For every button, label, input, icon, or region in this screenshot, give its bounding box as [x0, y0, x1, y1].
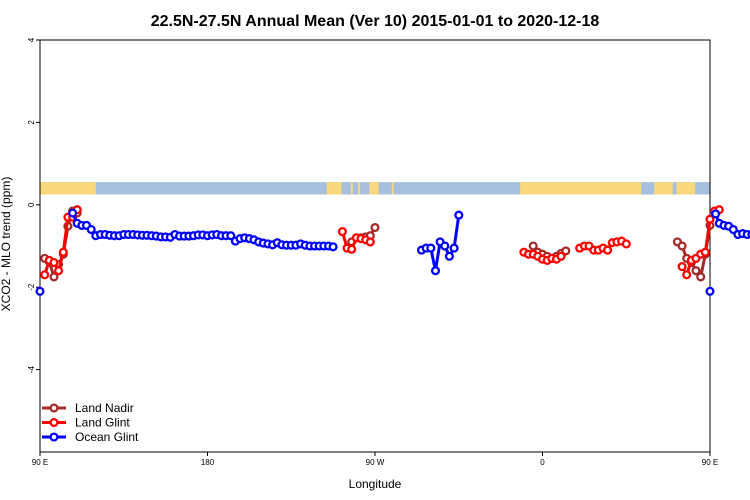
data-point [700, 247, 710, 257]
chart-title: 22.5N-27.5N Annual Mean (Ver 10) 2015-01… [151, 13, 600, 30]
data-point [556, 251, 566, 261]
y-axis: 4 2 0 -2 -4 [27, 37, 40, 373]
series-ocean-glint [35, 208, 750, 296]
data-point [528, 241, 538, 251]
x-tick-label: 90 E [702, 458, 718, 467]
data-point [68, 208, 78, 218]
data-point [454, 210, 464, 220]
legend-label: Ocean Glint [75, 430, 139, 444]
land-band [654, 182, 673, 195]
data-point [440, 241, 450, 251]
legend-label: Land Nadir [75, 401, 134, 415]
data-point [40, 270, 50, 280]
data-point [35, 286, 45, 296]
legend-marker [49, 403, 59, 413]
legend-marker [49, 432, 59, 442]
data-point [328, 242, 338, 252]
data-point [561, 246, 571, 256]
y-tick-label: 2 [27, 120, 36, 125]
land-band [520, 182, 642, 195]
land-band [350, 182, 353, 195]
x-axis-label: Longitude [349, 477, 402, 491]
data-point [86, 224, 96, 235]
y-tick-label: -2 [27, 283, 36, 291]
x-tick-label: 0 [540, 458, 545, 467]
data-point [226, 231, 236, 241]
land-band [326, 182, 342, 195]
data-point [705, 286, 715, 296]
series-layer [35, 205, 750, 296]
y-tick-label: 0 [27, 202, 36, 207]
y-tick-label: -4 [27, 365, 36, 373]
data-point [603, 245, 613, 255]
data-point [49, 272, 59, 282]
land-band [358, 182, 361, 195]
data-point [444, 251, 454, 261]
data-point [682, 270, 692, 280]
data-point [58, 247, 68, 257]
data-point [430, 266, 441, 276]
series-land-glint [40, 205, 724, 280]
land-band [676, 182, 696, 195]
data-point [426, 243, 436, 253]
land-band [369, 182, 379, 195]
data-point [365, 237, 375, 247]
x-tick-label: 180 [201, 458, 215, 467]
data-point [691, 266, 701, 276]
land-ocean-strip [40, 182, 710, 195]
x-tick-label: 90 E [32, 458, 48, 467]
land-band [40, 182, 96, 195]
land-band [391, 182, 394, 195]
data-point [711, 209, 721, 219]
y-axis-label: XCO2 - MLO trend (ppm) [0, 177, 13, 312]
legend-marker [49, 417, 59, 428]
legend-label: Land Glint [75, 416, 130, 430]
data-point [337, 227, 347, 237]
y-tick-label: 4 [27, 37, 36, 42]
data-point [696, 272, 706, 282]
data-point [677, 241, 687, 251]
data-point [705, 214, 715, 224]
data-point [347, 244, 357, 254]
data-point [54, 266, 64, 276]
data-point [449, 243, 459, 253]
x-tick-label: 90 W [366, 458, 385, 467]
data-point [49, 257, 59, 268]
data-point [677, 262, 687, 272]
data-point [370, 222, 380, 233]
data-point [621, 239, 631, 249]
x-axis: 90 E 180 90 W 0 90 E [32, 452, 718, 467]
